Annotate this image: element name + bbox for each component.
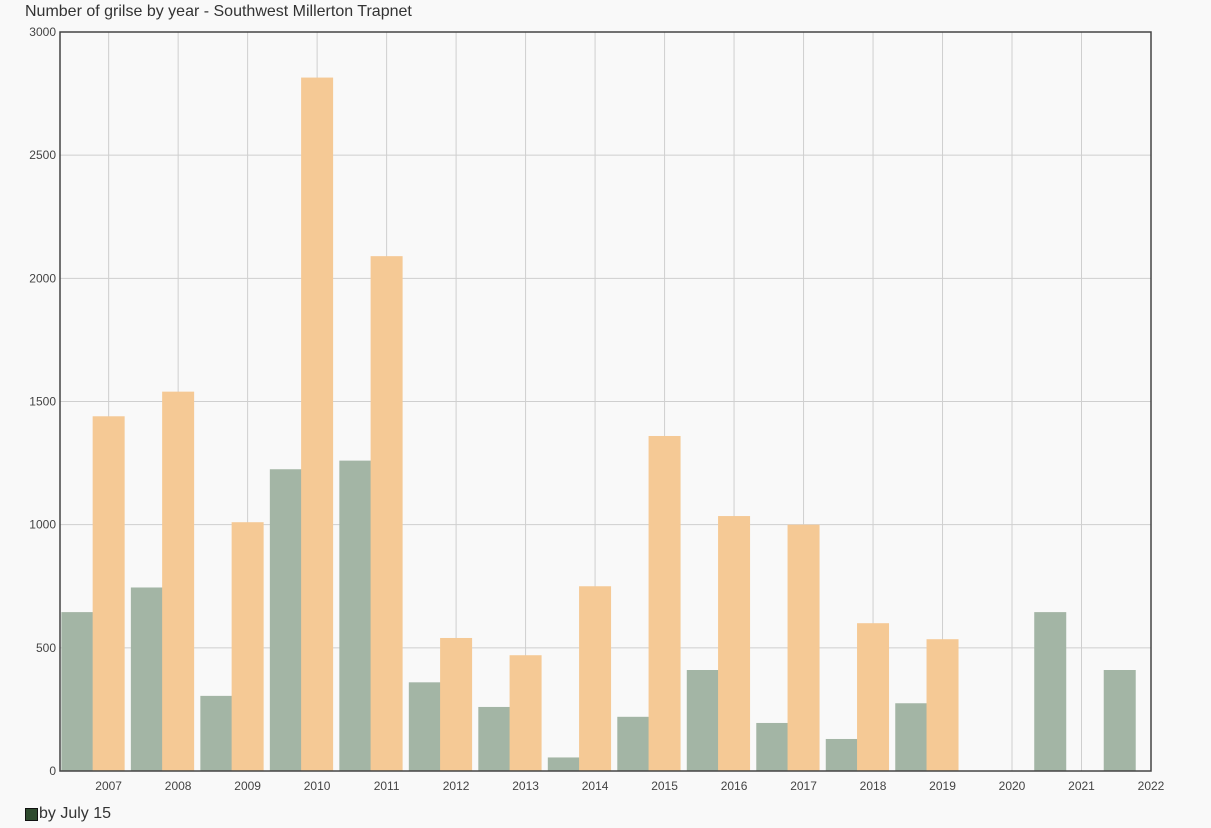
x-tick-label: 2017 (790, 779, 817, 793)
bar-series-0 (547, 757, 580, 771)
bar-series-0 (825, 738, 858, 771)
bar-series-0 (686, 670, 719, 771)
bar-series-0 (61, 612, 94, 771)
legend-label: by July 15 (39, 805, 112, 822)
bar-series-1 (301, 77, 334, 772)
x-tick-label: 2018 (860, 779, 887, 793)
bar-series-0 (1034, 612, 1067, 771)
bar-series-1 (440, 637, 473, 771)
bar-series-0 (895, 703, 928, 771)
bar-series-1 (370, 256, 403, 771)
x-tick-label: 2021 (1068, 779, 1095, 793)
x-tick-label: 2009 (234, 779, 261, 793)
chart-title: Number of grilse by year - Southwest Mil… (25, 3, 412, 20)
x-tick-label: 2012 (443, 779, 470, 793)
bar-series-0 (200, 695, 233, 771)
bar-series-0 (130, 587, 163, 771)
bar-series-1 (718, 516, 751, 771)
bar-series-1 (162, 391, 195, 771)
x-tick-label: 2014 (582, 779, 609, 793)
bar-series-1 (579, 586, 612, 771)
bar-series-0 (478, 706, 511, 771)
legend: by July 15 (25, 805, 111, 823)
x-tick-label: 2022 (1138, 779, 1165, 793)
bar-series-0 (269, 469, 302, 771)
y-tick-label: 1500 (29, 395, 56, 409)
x-tick-label: 2019 (929, 779, 956, 793)
y-tick-label: 500 (36, 641, 56, 655)
bar-series-1 (926, 639, 959, 771)
bar-series-1 (92, 416, 125, 771)
x-tick-label: 2013 (512, 779, 539, 793)
y-tick-label: 2500 (29, 148, 56, 162)
x-tick-label: 2008 (165, 779, 192, 793)
bar-series-0 (756, 722, 789, 771)
bar-series-1 (787, 524, 820, 771)
legend-swatch-icon (25, 807, 38, 821)
chart-plot: 0 500 1000 1500 2000 2500 3000 2007 2008 2009 2010… (29, 25, 1165, 793)
x-tick-label: 2015 (651, 779, 678, 793)
bar-series-0 (617, 716, 650, 771)
bar-series-1 (509, 655, 542, 771)
bar-series-0 (339, 460, 372, 771)
bar-series-1 (857, 623, 890, 771)
y-tick-label: 2000 (29, 271, 56, 285)
y-tick-label: 3000 (29, 25, 56, 39)
bar-series-1 (648, 435, 681, 771)
x-tick-label: 2007 (95, 779, 122, 793)
bar-series-0 (408, 682, 441, 771)
y-tick-label: 0 (49, 764, 56, 778)
x-tick-label: 2010 (304, 779, 331, 793)
bar-series-0 (1103, 670, 1136, 771)
x-tick-label: 2020 (999, 779, 1026, 793)
plot-frame (59, 31, 1152, 772)
y-tick-label: 1000 (29, 518, 56, 532)
x-tick-label: 2011 (374, 779, 400, 793)
bar-series-1 (231, 522, 264, 771)
x-tick-label: 2016 (721, 779, 748, 793)
